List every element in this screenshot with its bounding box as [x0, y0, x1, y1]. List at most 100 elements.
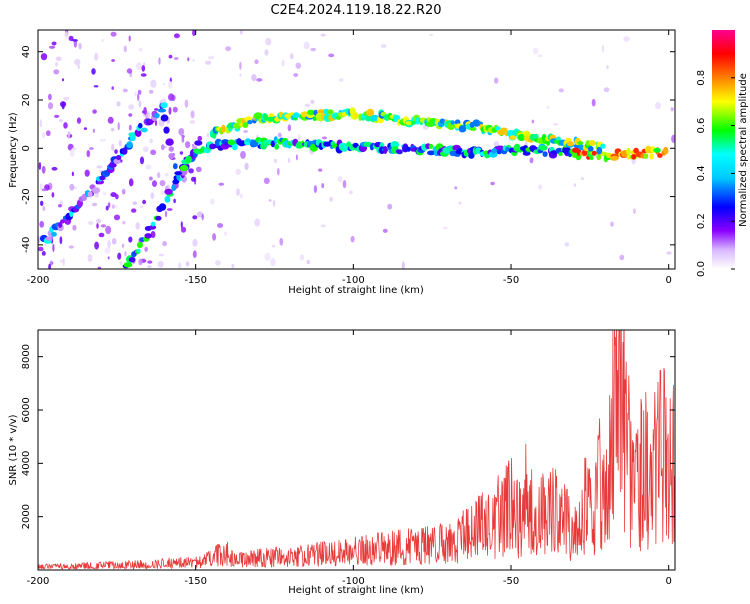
speckle-mark	[382, 228, 388, 233]
speckle-mark	[191, 176, 196, 182]
feature-mark	[565, 137, 572, 142]
speckle-mark	[310, 99, 315, 104]
speckle-mark	[107, 240, 111, 249]
speckle-mark	[173, 57, 179, 60]
speckle-mark	[147, 260, 153, 264]
speckle-mark	[59, 259, 65, 263]
speckle-mark	[41, 251, 46, 256]
speckle-mark	[619, 254, 625, 261]
speckle-mark	[443, 226, 448, 230]
speckle-mark	[304, 103, 311, 108]
feature-mark	[242, 122, 249, 128]
speckle-mark	[279, 237, 284, 246]
speckle-mark	[132, 201, 138, 205]
speckle-mark	[195, 166, 202, 173]
speckle-mark	[322, 136, 327, 140]
speckle-mark	[299, 254, 304, 261]
feature-mark	[174, 171, 183, 176]
feature-mark	[92, 187, 101, 194]
feature-mark	[371, 114, 379, 122]
speckle-mark	[610, 221, 614, 227]
feature-mark	[649, 153, 654, 160]
speckle-mark	[64, 31, 69, 39]
feature-mark	[663, 146, 669, 155]
speckle-mark	[172, 106, 178, 113]
speckle-mark	[164, 210, 168, 218]
speckle-mark	[320, 33, 326, 37]
speckle-mark	[310, 47, 317, 52]
speckle-mark	[168, 81, 173, 89]
feature-mark	[45, 236, 53, 241]
speckle-mark	[268, 199, 272, 202]
speckle-mark	[89, 147, 94, 150]
y-tick-label: 0	[21, 145, 32, 151]
speckle-mark	[113, 214, 121, 221]
feature-mark	[327, 109, 334, 115]
speckle-mark	[128, 35, 131, 42]
feature-mark	[591, 150, 597, 156]
speckle-mark	[188, 168, 194, 174]
snr-ylabel: SNR (10 * v/v)	[8, 414, 19, 485]
speckle-mark	[152, 180, 157, 188]
speckle-mark	[55, 62, 59, 67]
speckle-mark	[92, 109, 97, 114]
feature-mark	[179, 164, 189, 172]
speckle-mark	[86, 150, 91, 158]
x-tick-label: -50	[503, 576, 519, 587]
feature-mark	[588, 146, 594, 152]
speckle-mark	[135, 222, 140, 230]
y-tick-label: 20	[21, 94, 32, 107]
speckle-mark	[68, 35, 74, 42]
speckle-mark	[96, 223, 99, 229]
speckle-mark	[69, 183, 75, 191]
speckle-mark	[537, 54, 543, 58]
feature-mark	[165, 138, 174, 146]
speckle-mark	[154, 108, 159, 111]
speckle-mark	[215, 260, 221, 266]
speckle-mark	[251, 74, 257, 82]
feature-mark	[221, 124, 226, 133]
speckle-mark	[458, 201, 462, 205]
speckle-mark	[137, 89, 142, 95]
speckle-mark	[126, 68, 133, 74]
feature-mark	[245, 138, 251, 143]
speckle-mark	[49, 45, 56, 49]
speckle-mark	[154, 119, 158, 126]
feature-mark	[253, 112, 263, 120]
speckle-mark	[92, 128, 95, 133]
speckle-mark	[119, 261, 123, 266]
speckle-mark	[173, 33, 180, 39]
speckle-mark	[168, 93, 175, 101]
speckle-mark	[180, 226, 187, 233]
speckle-mark	[271, 244, 276, 248]
feature-mark	[366, 108, 375, 117]
speckle-mark	[41, 165, 46, 174]
speckle-mark	[225, 46, 232, 52]
speckle-mark	[87, 221, 94, 225]
speckle-mark	[42, 132, 45, 139]
speckle-mark	[144, 246, 148, 252]
x-tick-label: -200	[27, 275, 50, 286]
speckle-mark	[51, 166, 58, 171]
speckle-mark	[139, 205, 144, 209]
feature-mark	[577, 141, 584, 146]
speckle-mark	[117, 252, 122, 260]
feature-mark	[121, 147, 128, 155]
spectrogram-ylabel: Frequency (Hz)	[8, 112, 19, 188]
speckle-mark	[97, 266, 102, 269]
speckle-mark	[158, 57, 161, 65]
speckle-mark	[61, 78, 65, 82]
y-tick-label: 2000	[21, 504, 32, 529]
feature-mark	[148, 225, 157, 230]
speckle-mark	[168, 54, 173, 59]
feature-mark	[160, 114, 169, 122]
speckle-mark	[84, 169, 90, 177]
snr-xlabel: Height of straight line (km)	[288, 585, 424, 596]
feature-mark	[626, 147, 631, 156]
speckle-mark	[149, 176, 153, 181]
speckle-mark	[138, 48, 143, 52]
speckle-mark	[107, 256, 110, 260]
feature-mark	[589, 156, 594, 160]
speckle-mark	[243, 130, 248, 133]
